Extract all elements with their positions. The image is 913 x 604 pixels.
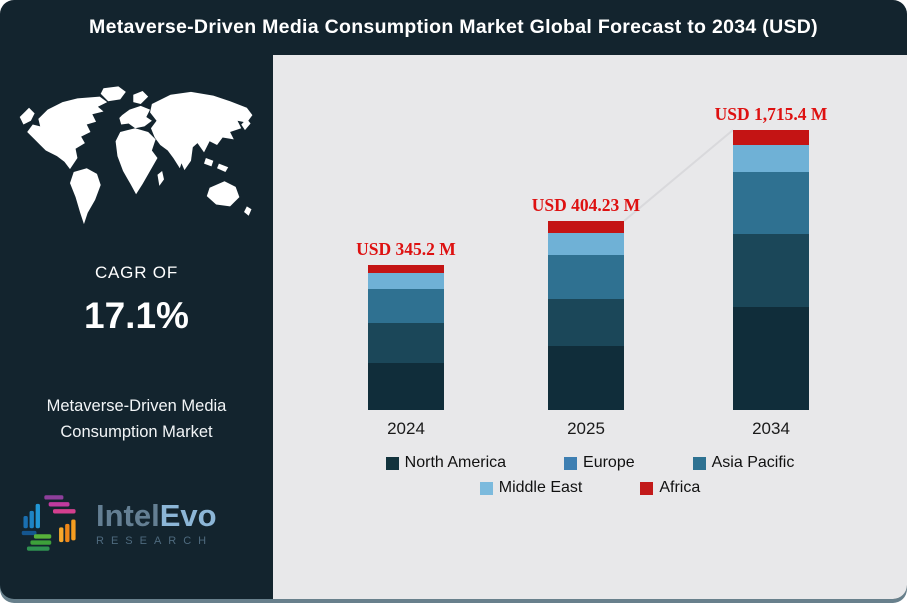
- intelevo-logo-icon: [21, 495, 76, 551]
- segment-africa-2034: [733, 130, 809, 145]
- segment-europe-2034: [733, 234, 809, 307]
- segment-middle-east-2025: [548, 233, 624, 255]
- market-name: Metaverse-Driven Media Consumption Marke…: [0, 393, 273, 445]
- segment-asia-pacific-2024: [368, 289, 444, 323]
- legend-item-africa: Africa: [640, 479, 700, 497]
- legend-swatch-asia-pacific: [692, 456, 706, 470]
- legend-row: Middle East Africa: [479, 479, 700, 497]
- segment-north-america-2025: [548, 346, 624, 410]
- logo-evo: Evo: [159, 497, 217, 533]
- segment-north-america-2024: [368, 363, 444, 410]
- legend-swatch-middle-east: [479, 481, 493, 495]
- segment-middle-east-2024: [368, 273, 444, 289]
- logo-research-subtitle: RESEARCH: [96, 534, 214, 547]
- legend-item-europe: Europe: [564, 454, 635, 472]
- legend-label-asia-pacific: Asia Pacific: [711, 454, 795, 471]
- legend-label-africa: Africa: [659, 479, 701, 496]
- sidebar: CAGR OF 17.1% Metaverse-Driven Media Con…: [0, 55, 273, 599]
- segment-north-america-2034: [733, 307, 809, 410]
- segment-europe-2024: [368, 323, 444, 363]
- legend-item-middle-east: Middle East: [479, 479, 583, 497]
- market-name-line2: Consumption Market: [60, 423, 213, 441]
- segment-africa-2024: [368, 265, 444, 273]
- segment-asia-pacific-2034: [733, 172, 809, 234]
- chart-legend: North America Europe Asia Pacific Middle Ea…: [273, 454, 907, 497]
- legend-swatch-africa: [640, 481, 654, 495]
- legend-label-middle-east: Middle East: [498, 479, 583, 496]
- value-label-2024: USD 345.2 M: [356, 239, 456, 259]
- legend-label-north-america: North America: [404, 454, 507, 471]
- market-name-line1: Metaverse-Driven Media: [46, 397, 227, 415]
- chart-panel: USD 345.2 M 2024 USD 404.23 M 2025 USD 1,715…: [273, 55, 907, 599]
- page-title: Metaverse-Driven Media Consumption Marke…: [89, 16, 818, 38]
- cagr-label: CAGR OF: [94, 263, 179, 282]
- cagr-value: 17.1%: [84, 295, 189, 336]
- category-label-2034: 2034: [752, 419, 790, 438]
- legend-label-europe: Europe: [583, 454, 635, 471]
- legend-swatch-europe: [564, 456, 578, 470]
- world-map-icon: [19, 86, 253, 225]
- bar-2034: [733, 130, 809, 410]
- bar-2024: [368, 265, 444, 410]
- logo-intel: Intel: [96, 497, 160, 533]
- segment-europe-2025: [548, 299, 624, 346]
- segment-middle-east-2034: [733, 145, 809, 172]
- legend-swatch-north-america: [385, 456, 399, 470]
- legend-item-asia-pacific: Asia Pacific: [692, 454, 795, 472]
- segment-africa-2025: [548, 221, 624, 233]
- intelevo-wordmark: IntelEvo: [96, 497, 217, 533]
- legend-item-north-america: North America: [385, 454, 507, 472]
- bar-2025: [548, 221, 624, 410]
- value-label-2025: USD 404.23 M: [531, 195, 641, 215]
- category-label-2025: 2025: [567, 419, 605, 438]
- intelevo-logo: IntelEvo RESEARCH: [20, 483, 260, 563]
- intelevo-logo-text: IntelEvo RESEARCH: [96, 497, 217, 547]
- legend-row: North America Europe Asia Pacific: [385, 454, 795, 472]
- value-label-2034: USD 1,715.4 M: [714, 104, 828, 124]
- category-label-2024: 2024: [387, 419, 425, 438]
- segment-asia-pacific-2025: [548, 255, 624, 299]
